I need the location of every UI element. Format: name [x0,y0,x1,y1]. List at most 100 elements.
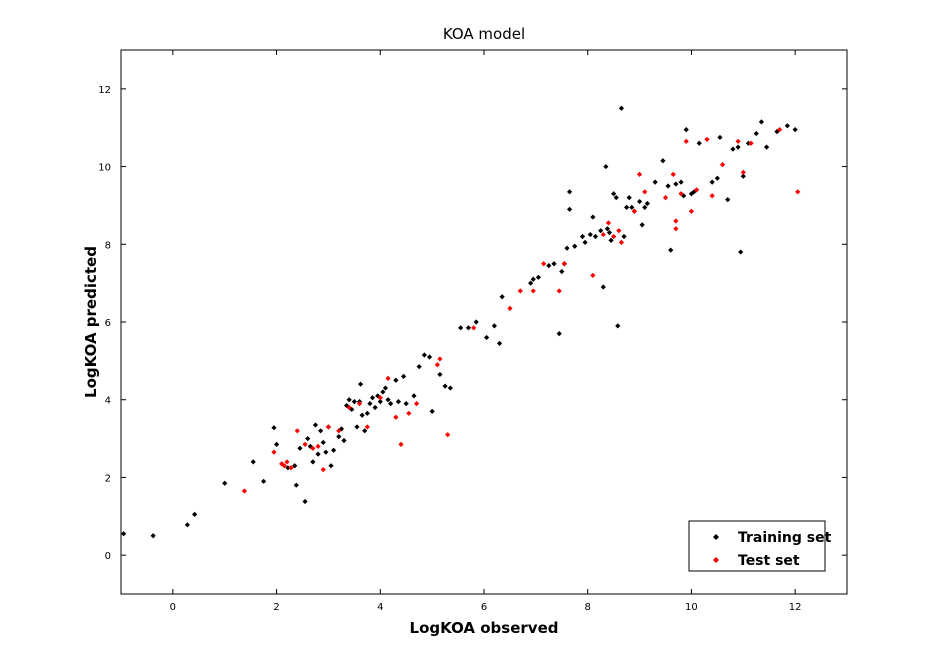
training-point [784,123,790,129]
test-point [611,233,617,240]
training-point [323,449,329,455]
training-point [660,158,666,164]
test-point [320,467,326,473]
training-point [642,204,648,210]
test-series [241,127,801,494]
training-point [600,284,606,290]
training-point [530,276,536,282]
training-point [293,482,299,488]
training-point [753,130,759,137]
training-point [546,263,552,269]
x-axis-label: LogKOA observed [410,619,559,637]
training-point [377,399,383,405]
training-point [673,181,679,187]
training-point [572,243,578,249]
test-point [271,449,277,455]
training-point [618,105,625,111]
test-point [445,432,451,438]
training-point [621,233,627,240]
training-point [483,334,490,341]
training-point [273,441,280,447]
training-point [411,393,417,399]
training-point [792,127,798,133]
test-point [434,362,440,368]
test-point [662,195,669,201]
training-point [624,204,630,210]
training-point [613,195,619,201]
test-point [437,356,443,362]
training-point [668,247,674,253]
training-point [357,381,364,387]
training-point [587,231,593,238]
test-point [398,441,404,447]
training-point [709,179,715,185]
test-point [315,443,321,449]
training-point [184,522,190,528]
training-point [556,331,562,337]
training-point [681,193,687,199]
training-point [297,445,303,451]
test-point [694,187,700,193]
training-point [341,437,347,444]
legend-box [688,520,826,572]
y-axis-label: LogKOA predicted [82,246,100,398]
training-point [604,226,611,232]
training-point [426,354,433,360]
test-point [336,428,342,434]
test-point [795,189,801,195]
training-point [491,323,497,329]
test-point [393,414,399,420]
x-tick-label: 10 [685,602,698,613]
training-point [735,144,741,150]
training-point [652,179,658,185]
training-point [579,233,586,240]
training-point [292,463,298,469]
test-point [748,140,754,146]
y-tick-label: 4 [105,396,111,407]
training-point [566,189,573,195]
training-point [364,410,370,416]
x-tick-label: 4 [377,602,383,613]
training-point [603,163,609,170]
test-point [590,272,596,278]
test-point [325,424,332,430]
training-point [678,179,684,185]
training-point [665,183,671,189]
training-point [696,140,702,146]
legend-marker-training [713,534,719,540]
test-point [288,465,294,471]
test-point [605,220,612,226]
test-point [356,401,363,407]
test-point [413,401,420,407]
training-point [566,206,573,212]
test-point [688,208,695,214]
training-point [714,175,720,181]
training-point [738,249,744,255]
training-point [318,428,324,434]
test-point [302,441,308,447]
training-point [606,230,613,236]
x-tick-label: 0 [170,602,176,613]
training-point [740,173,746,179]
training-point [615,323,621,329]
legend-label-training: Training set [738,530,832,546]
test-point [631,208,637,214]
training-point [636,198,643,205]
y-tick-label: 10 [98,163,111,174]
training-point [447,385,453,391]
test-point [346,404,352,411]
test-point [507,305,513,311]
training-point [629,204,635,210]
training-point [730,146,736,152]
test-point [678,191,684,197]
training-point [608,237,614,243]
x-tick-label: 6 [481,602,487,613]
x-tick-label: 2 [273,602,279,613]
test-point [704,136,710,142]
test-point [618,239,625,245]
test-point [719,162,726,168]
training-point [496,340,503,346]
test-point [673,218,679,224]
training-point [250,459,256,465]
